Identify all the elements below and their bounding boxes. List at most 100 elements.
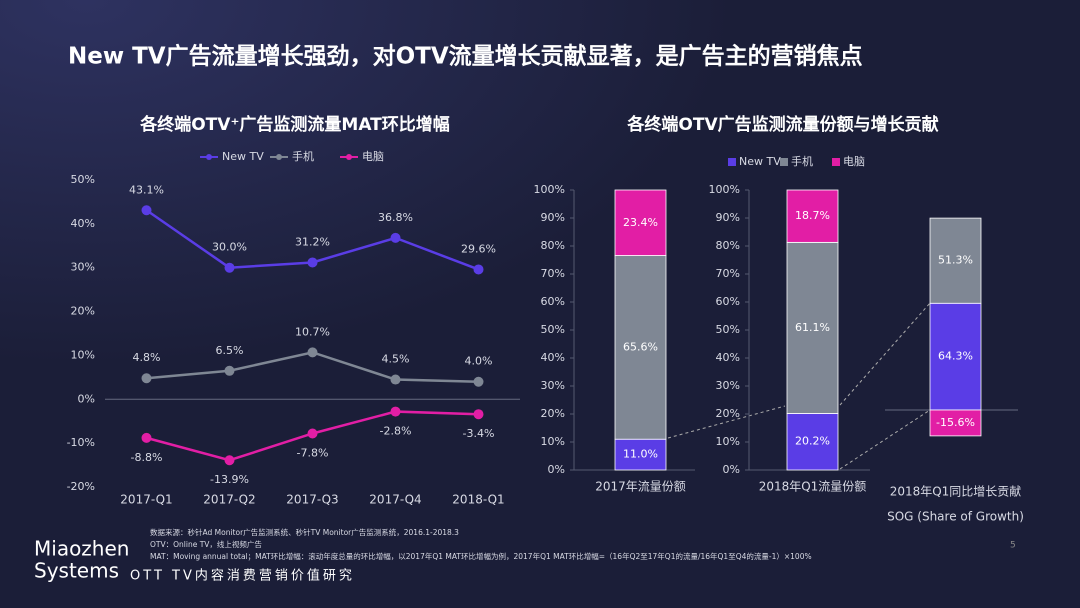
point [390,232,401,243]
data-label: 61.1% [795,321,830,334]
point [307,347,318,358]
x-tick-label: 2017年流量份额 [595,480,686,494]
y-tick-label: 40% [71,217,95,230]
y-tick-label: 60% [541,295,565,308]
y-tick-label: 70% [716,267,740,280]
legend-swatch [728,158,736,166]
legend-label: 手机 [292,149,314,163]
chart-title: 各终端OTV⁺广告监测流量MAT环比增幅 [139,114,450,135]
data-label: 29.6% [461,242,496,255]
data-label: 11.0% [623,448,658,461]
note: 数据来源：秒针Ad Monitor广告监测系统、秒针TV Monitor广告监测… [150,527,459,537]
point [224,262,235,273]
legend-swatch [346,154,352,160]
y-tick-label: 50% [541,323,565,336]
point [141,205,152,216]
bar-segment [786,413,839,471]
data-label: 4.5% [382,353,410,366]
x-tick-label: 2018年Q1同比增长贡献 [890,484,1022,499]
bar-segment [786,241,839,414]
data-label: 64.3% [938,350,973,363]
data-label: 65.6% [623,340,658,353]
bar-segment [614,438,667,471]
y-tick-label: -10% [67,436,95,449]
legend-swatch [780,158,788,166]
data-label: 31.2% [295,235,330,248]
bar-segment [929,409,982,437]
y-tick-label: 60% [716,295,740,308]
connector [667,405,786,439]
data-label: 20.2% [795,435,830,448]
y-tick-label: 80% [716,239,740,252]
y-tick-label: 50% [71,173,95,186]
point [307,428,318,439]
x-tick-label: 2017-Q1 [120,493,172,507]
y-tick-label: 30% [541,379,565,392]
legend-swatch [832,158,840,166]
data-label: 4.8% [133,351,161,364]
y-tick-label: 10% [716,435,740,448]
connector [839,302,931,406]
legend-label: 电脑 [362,150,384,163]
y-tick-label: 20% [71,305,95,318]
point [473,264,484,275]
legend-label: New TV [739,155,781,168]
y-tick-label: 0% [548,463,565,476]
logo: Systems [34,559,119,583]
data-label: 51.3% [938,254,973,267]
note: OTV：Online TV，线上视频广告 [150,539,262,549]
y-tick-label: 0% [78,392,95,405]
legend-swatch [206,154,212,160]
bar-segment [614,255,667,440]
point [473,376,484,387]
point [473,409,484,420]
y-tick-label: -20% [67,480,95,493]
page-number: 5 [1010,541,1016,551]
bar-segment [929,217,982,304]
legend-label: 电脑 [843,155,865,168]
point [224,455,235,466]
y-tick-label: 40% [541,351,565,364]
point [141,432,152,443]
y-tick-label: 10% [71,348,95,361]
point [307,257,318,268]
y-tick-label: 100% [709,183,740,196]
data-label: 6.5% [216,344,244,357]
point [390,406,401,417]
data-label: 18.7% [795,209,830,222]
bar-segment [786,189,839,243]
y-tick-label: 100% [534,183,565,196]
footer: OTT TV内容消费营销价值研究 [130,568,355,584]
y-tick-label: 90% [541,211,565,224]
y-tick-label: 20% [716,407,740,420]
y-tick-label: 80% [541,239,565,252]
point [141,373,152,384]
x-tick-label: 2018-Q1 [452,493,504,507]
y-tick-label: 20% [541,407,565,420]
logo: Miaozhen [34,537,129,561]
y-tick-label: 10% [541,435,565,448]
legend-label: New TV [222,150,264,163]
x-tick-label: 2017-Q4 [369,493,421,507]
point [390,374,401,385]
data-label: -2.8% [380,425,412,438]
y-tick-label: 30% [71,261,95,274]
x-tick-label: 2017-Q3 [286,493,338,507]
bar-segment [614,189,667,256]
data-label: -7.8% [297,446,329,459]
data-label: -3.4% [463,427,495,440]
legend-label: 手机 [791,154,813,168]
y-tick-label: 50% [716,323,740,336]
data-label: 23.4% [623,216,658,229]
chart-title: 各终端OTV广告监测流量份额与增长贡献 [626,114,938,135]
x-tick-label: 2017-Q2 [203,493,255,507]
data-label: -8.8% [131,451,163,464]
point [224,365,235,376]
legend-swatch [276,154,282,160]
y-tick-label: 70% [541,267,565,280]
y-tick-label: 30% [716,379,740,392]
note: MAT：Moving annual total；MAT环比增幅：滚动年度总量的环… [150,551,812,561]
slide-title: New TV广告流量增长强劲，对OTV流量增长贡献显著，是广告主的营销焦点 [68,43,863,70]
